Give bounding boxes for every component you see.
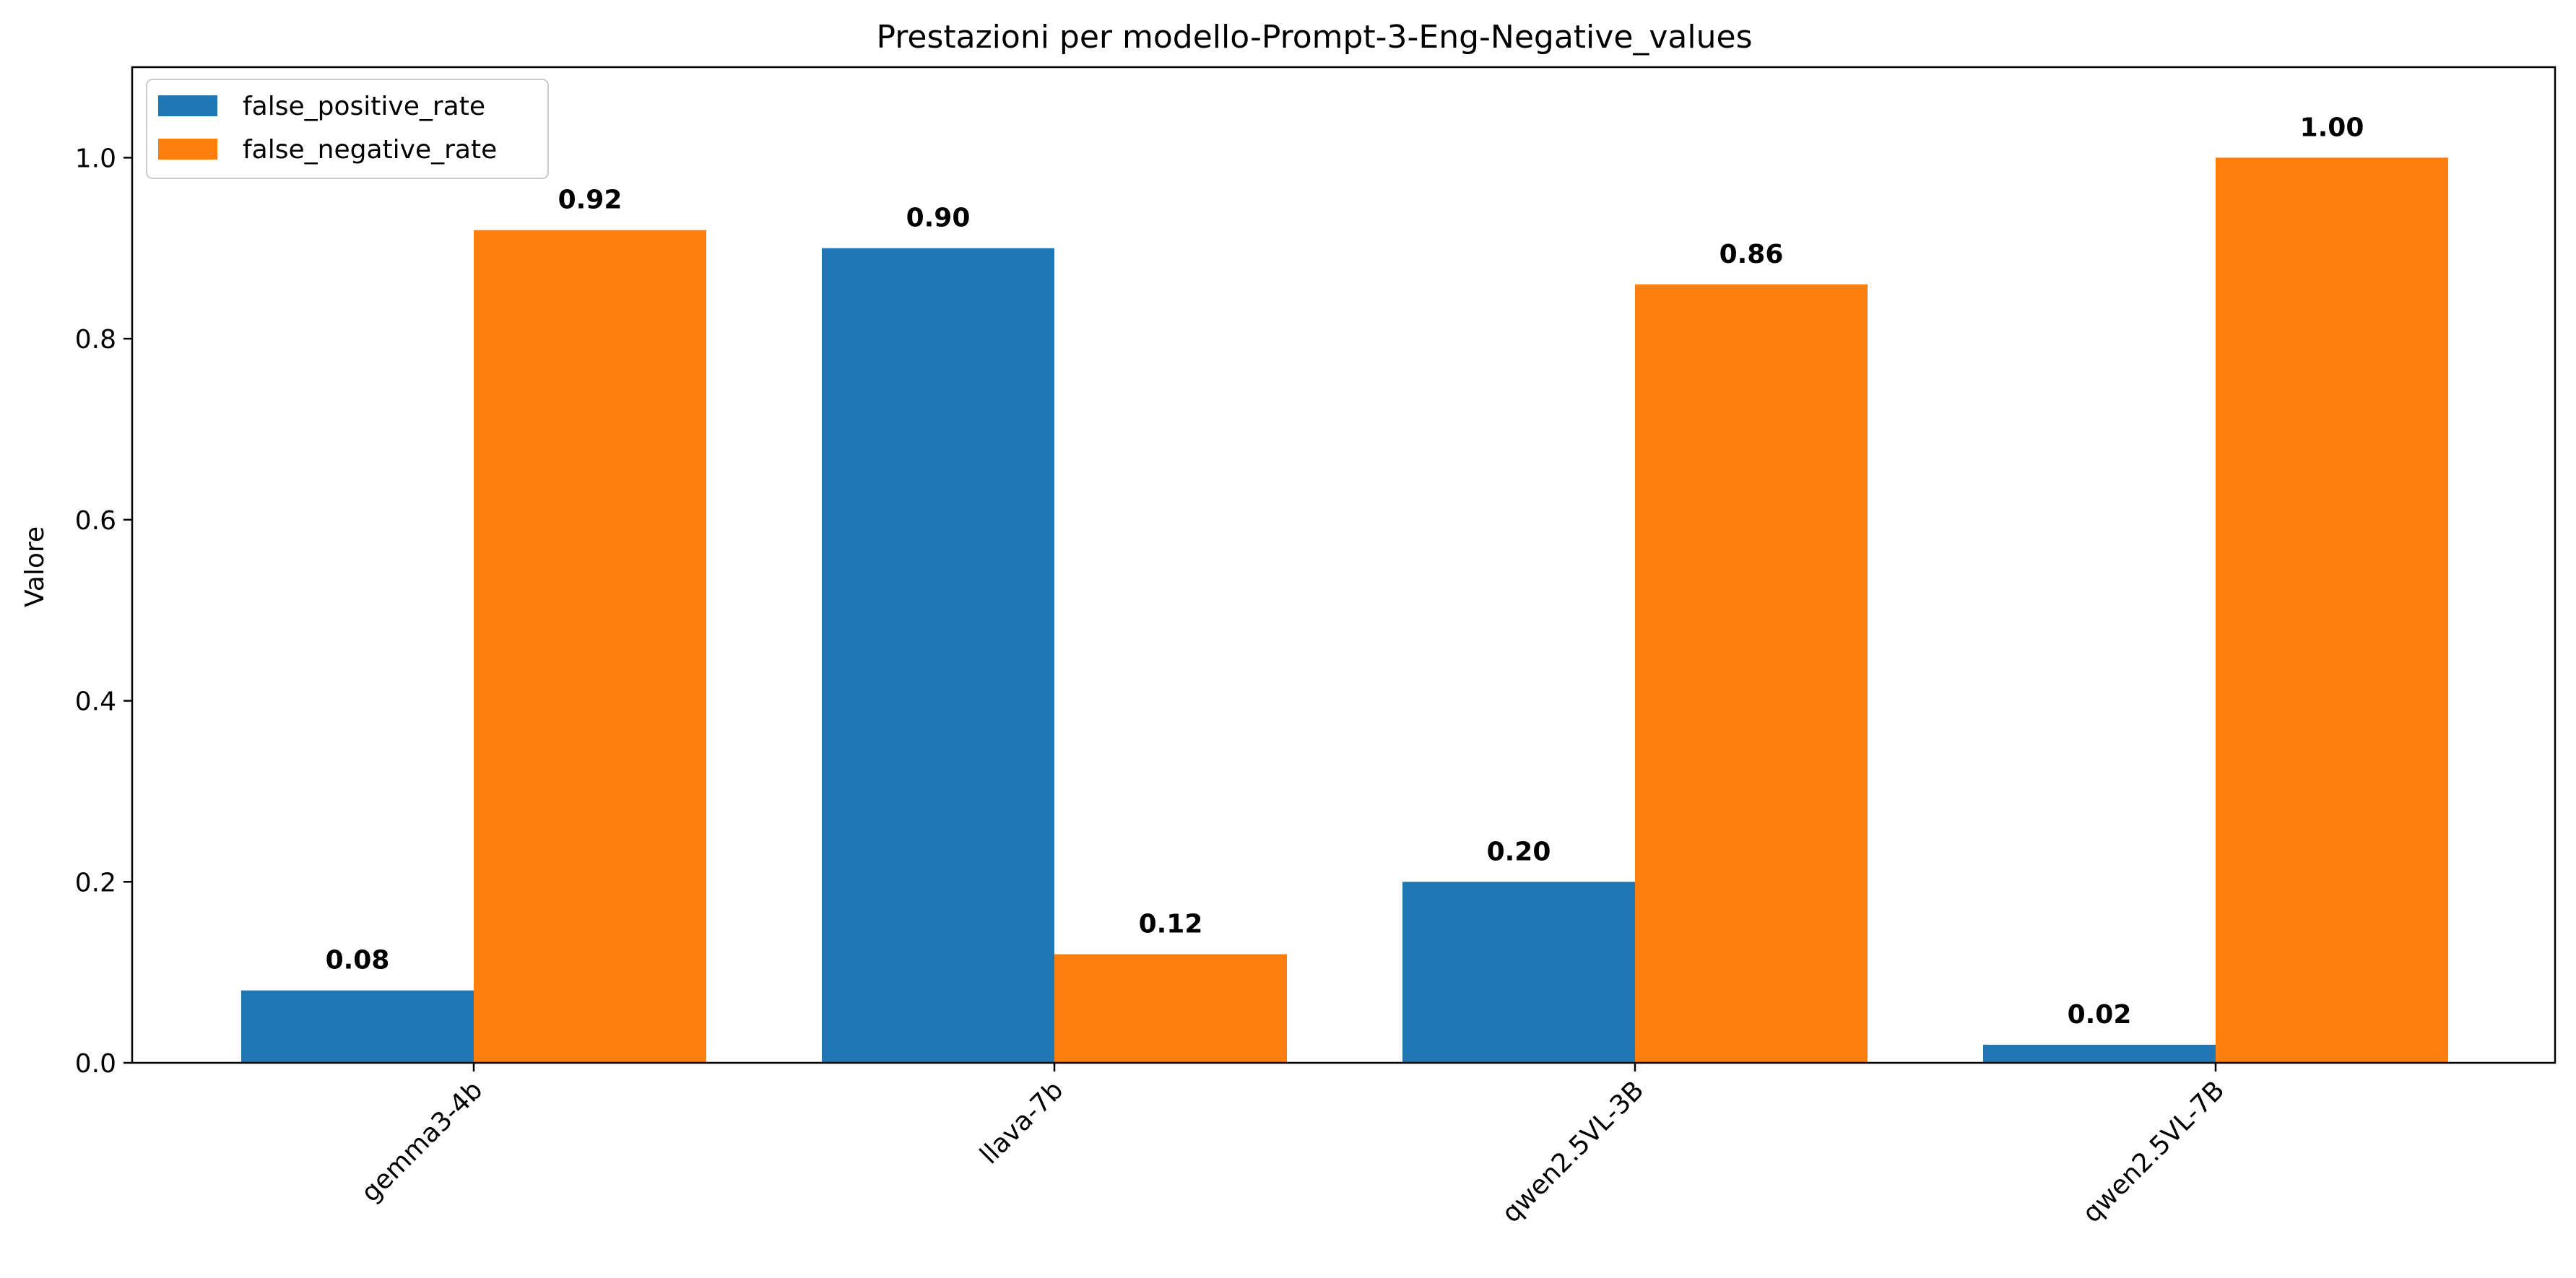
data-label: 0.12 [1139,910,1203,939]
bar-false_negative_rate-qwen2.5VL-3B [1635,284,1868,1063]
bar-false_negative_rate-qwen2.5VL-7B [2216,157,2448,1063]
legend-label: false_positive_rate [243,92,485,121]
bar-false_negative_rate-llava-7b [1054,954,1287,1063]
chart-title: Prestazioni per modello-Prompt-3-Eng-Neg… [876,19,1752,56]
legend: false_positive_rate false_negative_rate [146,79,549,179]
y-tick-label: 0.2 [75,868,116,897]
data-label: 0.02 [2068,1000,2132,1030]
plot-area: 0.08 0.90 0.20 0.02 0.92 0.12 0.86 1.00 0.0 0.2 0.… [75,66,2557,1229]
data-label: 0.08 [326,946,390,975]
x-tick-label: qwen2.5VL-7B [2077,1075,2230,1228]
y-tick-label: 0.8 [75,325,116,355]
data-label: 0.86 [1719,240,1784,269]
y-tick-label: 1.0 [75,144,116,173]
legend-swatch [158,139,217,160]
x-tick-label: gemma3-4b [356,1075,489,1208]
bar-false_positive_rate-qwen2.5VL-7B [1983,1044,2216,1063]
y-tick-label: 0.0 [75,1049,116,1079]
axes-frame [131,66,2557,1064]
data-label: 0.90 [906,204,971,233]
y-axis-label: Valore [20,526,50,607]
bar-false_positive_rate-llava-7b [822,248,1054,1063]
y-tick-label: 0.4 [75,687,116,717]
legend-label: false_negative_rate [243,135,497,165]
bar-false_positive_rate-qwen2.5VL-3B [1402,882,1635,1063]
y-tick-label: 0.6 [75,506,116,536]
bar-false_positive_rate-gemma3-4b [241,990,474,1063]
legend-box [146,79,549,179]
data-label: 0.92 [558,186,623,215]
data-label: 1.00 [2300,113,2364,142]
legend-swatch [158,95,217,116]
data-label: 0.20 [1487,837,1551,866]
x-tick-label: llava-7b [974,1075,1069,1170]
x-tick-label: qwen2.5VL-3B [1496,1075,1649,1228]
bar-false_negative_rate-gemma3-4b [474,230,706,1063]
